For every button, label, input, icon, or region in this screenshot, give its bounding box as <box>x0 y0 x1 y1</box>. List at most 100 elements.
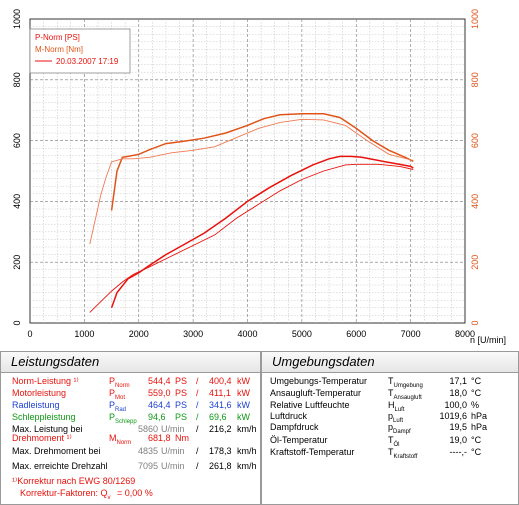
x-tick-label: 7000 <box>401 329 421 339</box>
umgebung-value: 19,5 <box>449 422 467 432</box>
umgebung-label: Kraftstoff-Temperatur <box>270 447 355 457</box>
umgebung-symbol: TAnsaugluft <box>388 388 422 401</box>
max-value-rpm: 7095 <box>138 461 159 471</box>
leistung-unit-ps: PS <box>175 412 188 422</box>
max-separator: / <box>196 446 199 456</box>
umgebung-unit: hPa <box>471 422 488 432</box>
series-line <box>89 163 414 313</box>
power-torque-chart: 0 1000 2000 3000 4000 5000 6000 7000 8000 020040… <box>12 9 506 345</box>
drehmoment-value: 681,8 <box>148 433 171 443</box>
leistung-symbol: PSchlepp <box>109 412 137 425</box>
leistung-symbol: PNorm <box>109 376 130 389</box>
max-label: Max. Leistung bei <box>12 424 83 434</box>
umgebung-value: 17,1 <box>449 376 467 386</box>
legend-item-date: 20.03.2007 17:19 <box>56 57 119 66</box>
leistung-value-kw: 69,6 <box>209 412 227 422</box>
umgebung-symbol: HLuft <box>388 400 405 413</box>
leistung-value-ps: 559,0 <box>148 388 171 398</box>
max-label: Max. Drehmoment bei <box>12 446 101 456</box>
x-tick-label: 2000 <box>129 329 149 339</box>
umgebung-value: ----,- <box>449 447 468 457</box>
max-unit-rpm: U/min <box>161 461 185 471</box>
x-tick-labels: 0 1000 2000 3000 4000 5000 6000 7000 8000 <box>27 329 475 339</box>
max-unit-speed: km/h <box>237 461 257 471</box>
max-value-rpm: 4835 <box>138 446 159 456</box>
umgebung-subscript: Umgebung <box>393 383 423 389</box>
y-tick-label-right: 0 <box>470 320 480 325</box>
leistung-separator: / <box>196 388 199 398</box>
korrektur-faktoren-value: = 0,00 % <box>117 488 153 498</box>
leistung-value-ps: 464,4 <box>148 400 171 410</box>
max-unit-rpm: U/min <box>161 446 185 456</box>
max-unit-rpm: U/min <box>161 424 185 434</box>
x-tick-label: 3000 <box>183 329 203 339</box>
leistung-subscript: Rad <box>115 407 127 413</box>
umgebung-unit: °C <box>471 435 482 445</box>
max-value-speed: 178,3 <box>209 446 232 456</box>
umgebung-row: Dampfdruck pDampf 19,5 hPa <box>270 421 515 435</box>
drehmoment-row: Drehmoment ¹⁾ MNorm 681,8 Nm <box>10 432 260 446</box>
umgebung-unit: hPa <box>471 411 488 421</box>
umgebung-symbol: TUmgebung <box>388 376 423 389</box>
umgebung-value: 19,0 <box>449 435 467 445</box>
leistung-unit-ps: PS <box>175 376 188 386</box>
y-tick-labels-left: 0 200 400 600 800 1000 <box>12 9 22 326</box>
max-value-speed: 261,8 <box>209 461 232 471</box>
umgebung-row: Umgebungs-Temperatur TUmgebung 17,1 °C <box>270 375 515 389</box>
legend: P-Norm [PS] M-Norm [Nm] 20.03.2007 17:19 <box>29 28 131 74</box>
korrektur-faktoren-row: Korrektur-Faktoren: Qv = 0,00 % <box>10 487 260 501</box>
leistung-label: Schleppleistung <box>12 412 76 422</box>
umgebung-symbol: TKraftstoff <box>388 447 418 460</box>
leistung-unit-ps: PS <box>175 388 188 398</box>
umgebung-value: 1019,6 <box>439 411 467 421</box>
x-axis-label: n [U/min] <box>470 335 506 345</box>
leistung-max-row: Max. Leistung bei 5860 U/min / 216,2 km/h <box>10 423 260 435</box>
umgebung-symbol: pLuft <box>388 411 404 424</box>
y-tick-label-right: 400 <box>470 194 480 209</box>
umgebung-label: Dampfdruck <box>270 422 319 432</box>
leistung-subscript: Mot <box>115 395 126 401</box>
umgebung-symbol: pDampf <box>388 422 411 435</box>
umgebung-unit: °C <box>471 447 482 457</box>
max-value-rpm: 5860 <box>138 424 159 434</box>
leistung-subscript: Schlepp <box>115 419 137 425</box>
umgebung-label: Umgebungs-Temperatur <box>270 376 368 386</box>
max-value-speed: 216,2 <box>209 424 232 434</box>
leistung-unit-kw: kW <box>237 376 250 386</box>
korrektur-text: ¹⁾Korrektur nach EWG 80/1269 <box>12 476 136 486</box>
korrektur-faktoren-subscript: v <box>107 495 111 501</box>
y-tick-label-left: 1000 <box>12 9 22 29</box>
x-tick-label: 8000 <box>455 329 475 339</box>
umgebung-unit: °C <box>471 388 482 398</box>
leistung-subscript: Norm <box>115 383 130 389</box>
max-unit-speed: km/h <box>237 446 257 456</box>
leistung-value-ps: 94,6 <box>148 412 166 422</box>
x-tick-label: 0 <box>27 329 32 339</box>
leistung-unit-kw: kW <box>237 400 250 410</box>
drehmoment-label: Drehmoment ¹⁾ <box>12 433 72 443</box>
umgebung-subscript: Luft <box>394 407 405 413</box>
max-separator: / <box>196 424 199 434</box>
legend-item-p-norm: P-Norm [PS] <box>35 33 80 42</box>
umgebung-row: Ansaugluft-Temperatur TAnsaugluft 18,0 °C <box>270 387 515 401</box>
y-tick-label-left: 600 <box>12 133 22 148</box>
umgebung-label: Ansaugluft-Temperatur <box>270 388 362 398</box>
umgebung-label: Luftdruck <box>270 411 308 421</box>
umgebung-unit: % <box>471 400 480 410</box>
y-tick-label-right: 600 <box>470 133 480 148</box>
legend-item-m-norm: M-Norm [Nm] <box>35 45 83 54</box>
drehmoment-subscript: Norm <box>116 440 132 446</box>
umgebung-label: Relative Luftfeuchte <box>270 400 350 410</box>
leistungsdaten-title: Leistungsdaten <box>1 352 260 373</box>
x-tick-label: 6000 <box>346 329 366 339</box>
leistungsdaten-panel: Leistungsdaten <box>0 351 261 505</box>
leistung-max-row: Max. erreichte Drehzahl 7095 U/min / 261,8 km… <box>10 460 260 472</box>
leistung-value-kw: 400,4 <box>209 376 232 386</box>
umgebung-subscript: Kraftstoff <box>393 454 418 460</box>
x-tick-label: 5000 <box>292 329 312 339</box>
leistung-value-ps: 544,4 <box>148 376 171 386</box>
x-tick-label: 4000 <box>237 329 257 339</box>
max-unit-speed: km/h <box>237 424 257 434</box>
leistung-label: Motorleistung <box>12 388 67 398</box>
umgebung-row: Luftdruck pLuft 1019,6 hPa <box>270 410 515 424</box>
